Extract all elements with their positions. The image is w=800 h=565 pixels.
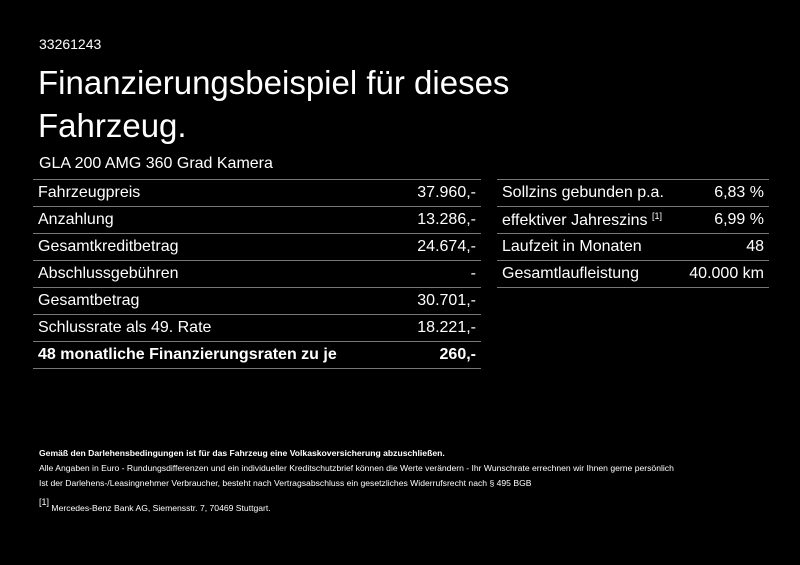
row-value: 37.960,- [399, 179, 481, 207]
row-value: 13.286,- [399, 206, 481, 234]
row-value: - [399, 260, 481, 288]
row-value: 40.000 km [679, 260, 769, 288]
label-text: effektiver Jahreszins [502, 211, 648, 229]
row-label: Gesamtlaufleistung [497, 260, 680, 288]
footnote-text: Mercedes-Benz Bank AG, Siemensstr. 7, 70… [51, 503, 271, 513]
row-label: Sollzins gebunden p.a. [497, 179, 680, 207]
terms-table: Sollzins gebunden p.a. 6,83 % effektiver … [497, 179, 769, 288]
note-line: Ist der Darlehens-/Leasingnehmer Verbrau… [39, 478, 532, 488]
model-name: GLA 200 AMG 360 Grad Kamera [39, 155, 273, 172]
row-label: Gesamtbetrag [33, 287, 400, 315]
row-label: effektiver Jahreszins [1] [497, 206, 680, 234]
table-row: Fahrzeugpreis 37.960,- [33, 179, 481, 207]
monthly-rate-row: 48 monatliche Finanzierungsraten zu je 26… [33, 341, 481, 369]
row-label: Fahrzeugpreis [33, 179, 400, 207]
row-label: 48 monatliche Finanzierungsraten zu je [33, 341, 400, 369]
row-value: 24.674,- [399, 233, 481, 261]
note-line: Alle Angaben in Euro - Rundungsdifferenz… [39, 463, 674, 473]
row-label: Schlussrate als 49. Rate [33, 314, 400, 342]
insurance-note: Gemäß den Darlehensbedingungen ist für d… [39, 448, 445, 458]
row-value: 18.221,- [399, 314, 481, 342]
row-value: 30.701,- [399, 287, 481, 315]
table-row: Gesamtlaufleistung 40.000 km [497, 260, 769, 288]
table-row: Sollzins gebunden p.a. 6,83 % [497, 179, 769, 207]
row-value: 48 [679, 233, 769, 261]
page-title: Finanzierungsbeispiel für dieses Fahrzeu… [38, 64, 510, 144]
row-value: 260,- [399, 341, 481, 369]
row-label: Laufzeit in Monaten [497, 233, 680, 261]
footnote-ref: [1] [652, 210, 663, 221]
table-row: Laufzeit in Monaten 48 [497, 233, 769, 261]
table-row: Gesamtkreditbetrag 24.674,- [33, 233, 481, 261]
table-row: Anzahlung 13.286,- [33, 206, 481, 234]
table-row: Gesamtbetrag 30.701,- [33, 287, 481, 315]
financing-table: Fahrzeugpreis 37.960,- Anzahlung 13.286,- … [33, 179, 481, 369]
table-row: effektiver Jahreszins [1] 6,99 % [497, 206, 769, 234]
row-label: Anzahlung [33, 206, 400, 234]
vehicle-id: 33261243 [39, 36, 102, 52]
footnote: [1] Mercedes-Benz Bank AG, Siemensstr. 7… [39, 495, 674, 516]
row-label: Abschlussgebühren [33, 260, 400, 288]
table-row: Abschlussgebühren - [33, 260, 481, 288]
row-value: 6,99 % [679, 206, 769, 234]
table-row: Schlussrate als 49. Rate 18.221,- [33, 314, 481, 342]
legal-notes: Gemäß den Darlehensbedingungen ist für d… [39, 446, 674, 516]
row-label: Gesamtkreditbetrag [33, 233, 400, 261]
footnote-mark: [1] [39, 497, 50, 507]
row-value: 6,83 % [679, 179, 769, 207]
